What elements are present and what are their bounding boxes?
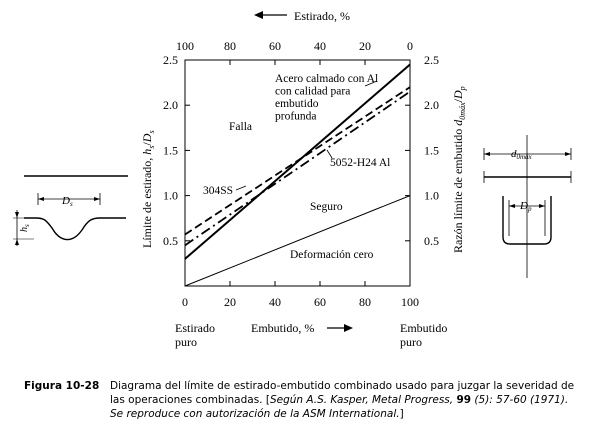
right-tick-label-3: 2.0	[424, 98, 439, 112]
acero-leader-line	[364, 80, 378, 87]
annotation-acero-line-1: Acero calmado con Al	[275, 73, 378, 85]
left-axis-ticks: 0.5 1.0 1.5 2.0 2.5	[163, 53, 190, 248]
hs-label: hs	[19, 224, 31, 232]
series-lines	[184, 63, 411, 287]
left-axis-title: Límite de estirado, hs/Ds	[140, 130, 156, 248]
left-tick-label-0: 0.5	[163, 234, 178, 248]
embutido-puro-label: Embutido puro	[400, 321, 450, 349]
annotation-304ss: 304SS	[203, 185, 233, 197]
annotation-5052: 5052-H24 Al	[330, 157, 390, 169]
svg-text:Razón límite de embutido d0máx: Razón límite de embutido d0máx/Dp	[451, 86, 467, 253]
304ss-leader-line	[235, 185, 247, 191]
left-sketch-stretching: Ds hs	[13, 175, 128, 246]
right-tick-label-2: 1.5	[424, 143, 439, 157]
chart-figure: Estirado, % 100 80 60 40 20 0 0 20 40 60 80 100 0.…	[13, 9, 572, 349]
annotation-deformacion: Deformación cero	[290, 249, 374, 261]
top-tick-label-3: 40	[314, 39, 326, 53]
svg-text:Límite de estirado, hs/Ds: Límite de estirado, hs/Ds	[140, 130, 156, 248]
annotation-acero-line-2: con calidad para	[275, 86, 350, 98]
5052-leader-line	[326, 149, 333, 159]
top-axis-ticks: 100 80 60 40 20 0	[176, 39, 413, 65]
caption-label: Figura 10-28	[24, 380, 100, 392]
series-line-dashdot	[184, 90, 411, 247]
right-axis-ticks: 0.5 1.0 1.5 2.0 2.5	[405, 53, 439, 248]
bottom-tick-label-2: 40	[269, 295, 281, 309]
bottom-tick-label-3: 60	[314, 295, 326, 309]
plot-frame	[184, 59, 411, 287]
left-tick-label-1: 1.0	[163, 189, 178, 203]
bottom-tick-label-0: 0	[182, 295, 188, 309]
left-tick-label-2: 1.5	[163, 143, 178, 157]
annotation-acero-line-4: profunda	[275, 111, 317, 123]
annotation-acero: Acero calmado con Al con calidad para em…	[275, 73, 381, 123]
bottom-axis-ticks: 0 20 40 60 80 100	[182, 281, 419, 309]
top-axis-label: Estirado, %	[294, 9, 350, 23]
caption-text: Diagrama del límite de estirado-embutido…	[110, 380, 575, 420]
left-tick-label-4: 2.5	[163, 53, 178, 67]
series-line-dashed	[184, 86, 411, 236]
ds-label: Ds	[61, 195, 73, 208]
right-tick-label-4: 2.5	[424, 53, 439, 67]
top-tick-label-5: 0	[407, 39, 413, 53]
d0max-label: d0máx	[511, 148, 533, 161]
svg-text:Embutido, %: Embutido, %	[251, 321, 314, 335]
annotation-falla: Falla	[229, 121, 252, 133]
top-tick-label-4: 20	[359, 39, 371, 53]
bottom-tick-label-1: 20	[224, 295, 236, 309]
annotation-seguro: Seguro	[310, 201, 343, 213]
right-tick-label-1: 1.0	[424, 189, 439, 203]
right-tick-label-0: 0.5	[424, 234, 439, 248]
left-tick-label-3: 2.0	[163, 98, 178, 112]
right-axis-title: Razón límite de embutido d0máx/Dp	[451, 86, 467, 253]
right-sketch-drawing: d0máx Dp	[483, 135, 572, 278]
bottom-tick-label-5: 100	[401, 295, 419, 309]
top-tick-label-1: 80	[224, 39, 236, 53]
dp-label: Dp	[519, 200, 532, 213]
annotation-acero-line-3: embutido	[275, 98, 319, 110]
series-line-thin	[184, 195, 411, 287]
bottom-axis-title: Embutido, %	[251, 321, 353, 335]
top-axis-title: Estirado, %	[254, 9, 350, 23]
bottom-tick-label-4: 80	[359, 295, 371, 309]
stretched-profile	[24, 217, 126, 241]
drawn-cup	[502, 196, 552, 245]
estirado-puro-label: Estirado puro	[175, 321, 218, 349]
top-tick-label-0: 100	[176, 39, 194, 53]
top-tick-label-2: 60	[269, 39, 281, 53]
